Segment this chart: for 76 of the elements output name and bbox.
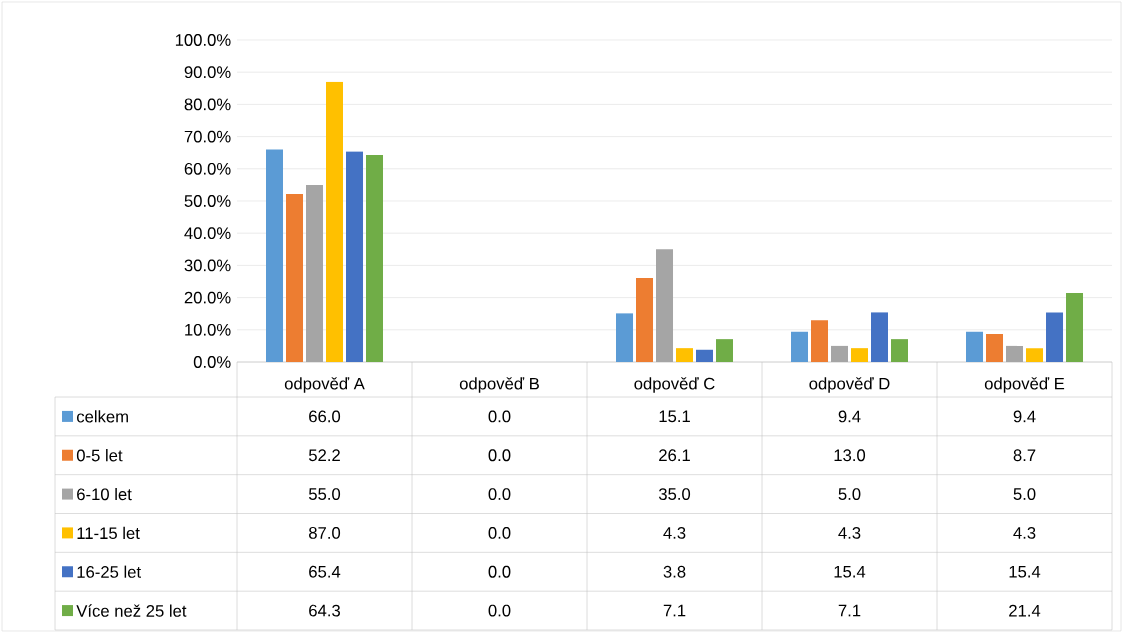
x-tick-label: odpověď E <box>984 377 1065 393</box>
data-label: 7.1 <box>663 604 686 617</box>
y-tick-label: 20.0% <box>184 291 231 304</box>
data-label: 0.0 <box>488 527 511 539</box>
y-tick-label: 30.0% <box>184 259 231 272</box>
x-tick-label: odpověď C <box>634 377 715 393</box>
data-label: 5.0 <box>1013 488 1036 500</box>
data-label: 0.0 <box>488 488 511 500</box>
data-label: 3.8 <box>663 565 686 578</box>
data-label: 65.4 <box>309 565 341 578</box>
bar <box>326 81 343 362</box>
data-label: 4.3 <box>663 527 686 539</box>
data-label: 64.3 <box>309 604 340 617</box>
data-label: 26.1 <box>659 449 690 462</box>
bar <box>831 345 849 362</box>
x-tick-label: odpověď D <box>809 377 890 393</box>
data-label: 0.0 <box>488 565 511 578</box>
bar <box>716 339 734 362</box>
y-tick-label: 50.0% <box>184 195 231 207</box>
bar <box>636 277 654 362</box>
data-label: 21.4 <box>1009 604 1041 617</box>
legend-label: 6-10 let <box>77 487 132 501</box>
legend-label: Více než 25 let <box>76 604 187 617</box>
bar <box>966 331 984 362</box>
bar <box>891 339 909 362</box>
data-label: 15.4 <box>1009 565 1041 578</box>
y-tick-label: 0.0% <box>193 356 231 368</box>
data-label: 13.0 <box>834 449 866 462</box>
y-tick-label: 90.0% <box>184 66 231 79</box>
bar <box>676 348 694 362</box>
y-tick-label: 60.0% <box>184 162 231 175</box>
data-label: 66.0 <box>309 410 341 423</box>
data-label: 0.0 <box>488 449 511 462</box>
y-tick-label: 70.0% <box>184 130 231 143</box>
x-tick-label: odpověď B <box>459 377 539 393</box>
bar <box>346 151 363 362</box>
bar <box>266 149 283 362</box>
legend-label: celkem <box>76 410 128 423</box>
legend-label: 0-5 let <box>76 449 123 462</box>
data-label: 15.4 <box>834 565 866 578</box>
bar <box>616 313 634 362</box>
y-tick-label: 80.0% <box>184 98 231 111</box>
data-label: 9.4 <box>1013 410 1036 423</box>
bar <box>696 349 714 362</box>
data-label: 7.1 <box>838 604 861 617</box>
x-tick-label: odpověď A <box>284 377 365 393</box>
data-label: 4.3 <box>838 527 861 539</box>
bar <box>286 193 303 362</box>
bar <box>811 320 829 362</box>
bar <box>1046 312 1064 362</box>
y-tick-label: 10.0% <box>185 323 231 336</box>
data-label: 9.4 <box>838 410 861 423</box>
bar <box>1066 293 1084 362</box>
data-label: 15.1 <box>659 410 690 423</box>
data-label: 52.2 <box>308 449 340 462</box>
data-label: 35.0 <box>658 488 691 500</box>
data-label: 55.0 <box>308 488 341 500</box>
data-label: 8.7 <box>1013 449 1036 462</box>
bar <box>791 331 809 362</box>
legend-label: 11-15 let <box>77 526 140 540</box>
bar <box>986 333 1004 362</box>
data-label: 87.0 <box>309 527 341 539</box>
bar <box>366 154 384 362</box>
data-label: 0.0 <box>488 604 511 617</box>
bar <box>306 184 324 362</box>
bar <box>1006 345 1024 362</box>
bar <box>871 312 889 362</box>
data-label: 5.0 <box>838 488 861 500</box>
bar <box>656 249 674 362</box>
bar <box>851 348 869 362</box>
legend-label: 16-25 let <box>77 565 141 578</box>
y-tick-label: 100.0% <box>175 34 231 46</box>
y-tick-label: 40.0% <box>184 227 231 240</box>
data-label: 4.3 <box>1013 527 1036 539</box>
data-label: 0.0 <box>488 410 511 423</box>
bar <box>1026 348 1044 362</box>
